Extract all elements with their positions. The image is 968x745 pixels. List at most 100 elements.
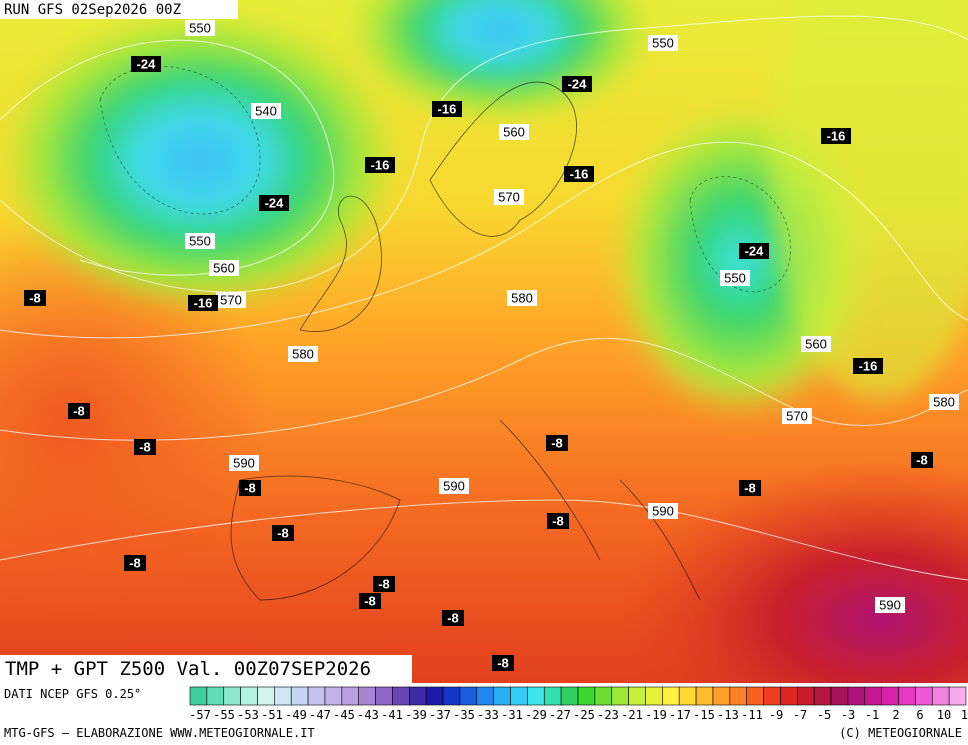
geopotential-label-box [648, 503, 678, 519]
scale-swatch [206, 686, 225, 706]
scale-tick-label: -17 [669, 708, 691, 722]
geopotential-label: 550 [652, 36, 674, 51]
temperature-label-box [24, 290, 46, 306]
scale-tick-label: -53 [237, 708, 259, 722]
temperature-label-box [821, 128, 851, 144]
run-box [0, 0, 238, 19]
scale-tick-label: -5 [817, 708, 831, 722]
scale-tick-label: -3 [841, 708, 855, 722]
scale-swatch [763, 686, 781, 706]
scale-tick-label: -45 [333, 708, 355, 722]
scale-tick-label: -37 [429, 708, 451, 722]
scale-tick-label: -27 [549, 708, 571, 722]
geopotential-label: 550 [189, 234, 211, 249]
scale-swatch [290, 686, 309, 706]
temperature-label: -16 [194, 296, 213, 311]
scale-swatch [274, 686, 292, 706]
geopotential-label-box [288, 346, 318, 362]
scale-tick-label: -39 [405, 708, 427, 722]
temperature-label: -8 [277, 526, 289, 541]
geopotential-label-box [875, 597, 905, 613]
scale-tick-label: 6 [916, 708, 923, 722]
temperature-label: -8 [73, 404, 85, 419]
scale-swatch [324, 686, 343, 706]
temperature-label-box [359, 593, 381, 609]
scale-swatch [459, 686, 478, 706]
geopotential-label: 590 [879, 598, 901, 613]
geopotential-label-box [251, 103, 281, 119]
geopotential-label: 590 [443, 479, 465, 494]
scale-swatch [358, 686, 376, 706]
temperature-label-box [239, 480, 261, 496]
scale-tick-label: -29 [525, 708, 547, 722]
scale-swatch [493, 686, 511, 706]
geopotential-label: 580 [511, 291, 533, 306]
geopotential-label-box [209, 260, 239, 276]
scale-swatch [948, 686, 967, 706]
scale-swatch [830, 686, 849, 706]
scale-swatch [729, 686, 747, 706]
temperature-label-box [911, 452, 933, 468]
temperature-label-box [492, 655, 514, 671]
temperature-label: -8 [447, 611, 459, 626]
temperature-label-box [188, 295, 218, 311]
temperature-label-box [546, 435, 568, 451]
scale-swatch [510, 686, 528, 706]
scale-swatch [527, 686, 545, 706]
source-text: DATI NCEP GFS 0.25° [4, 687, 141, 701]
scale-tick-label: -41 [381, 708, 403, 722]
scale-tick-label: -1 [865, 708, 879, 722]
geopotential-label: 570 [498, 190, 520, 205]
geopotential-label-box [494, 189, 524, 205]
scale-swatch [189, 686, 208, 706]
run-label: RUN GFS 02Sep2026 00Z [4, 2, 181, 18]
scale-swatch [307, 686, 326, 706]
temperature-label: -8 [744, 481, 756, 496]
scale-tick-label: -9 [769, 708, 783, 722]
scale-tick-label: -23 [597, 708, 619, 722]
geopotential-label: 590 [233, 456, 255, 471]
scale-swatch [712, 686, 731, 706]
temperature-label-box [68, 403, 90, 419]
scale-swatch [392, 686, 410, 706]
geopotential-label-box [782, 408, 812, 424]
geopotential-label-box [929, 394, 959, 410]
scale-tick-label: -31 [501, 708, 523, 722]
temperature-label: -8 [497, 656, 509, 671]
scale-swatch [847, 686, 866, 706]
temperature-label-box [259, 195, 289, 211]
scale-swatch [594, 686, 613, 706]
scale-swatch [695, 686, 714, 706]
scale-swatch [645, 686, 663, 706]
temperature-label: -16 [438, 102, 457, 117]
scale-tick-label: -21 [621, 708, 643, 722]
scale-swatch [662, 686, 680, 706]
temperature-label: -8 [29, 291, 41, 306]
temperature-label: -8 [551, 436, 563, 451]
temperature-label: -8 [244, 481, 256, 496]
scale-swatch [813, 686, 832, 706]
temperature-label: -16 [570, 167, 589, 182]
geopotential-label-box [507, 290, 537, 306]
temperature-label-box [373, 576, 395, 592]
temperature-label: -24 [137, 57, 157, 72]
temperature-label-box [365, 157, 395, 173]
geopotential-label-box [216, 292, 246, 308]
scale-swatch [560, 686, 579, 706]
scale-tick-label: -55 [213, 708, 235, 722]
temperature-label-box [124, 555, 146, 571]
scale-tick-label: -51 [261, 708, 283, 722]
scale-swatch [223, 686, 241, 706]
temperature-label-box [432, 101, 462, 117]
temperature-label-box [131, 56, 161, 72]
geopotential-label: 540 [255, 104, 277, 119]
scale-tick-label: -57 [189, 708, 211, 722]
geopotential-label-box [720, 270, 750, 286]
scale-swatch [746, 686, 764, 706]
copyright-text: (C) METEOGIORNALE [839, 726, 962, 740]
temperature-label: -24 [568, 77, 588, 92]
scale-tick-label: -33 [477, 708, 499, 722]
title-box [0, 655, 412, 683]
